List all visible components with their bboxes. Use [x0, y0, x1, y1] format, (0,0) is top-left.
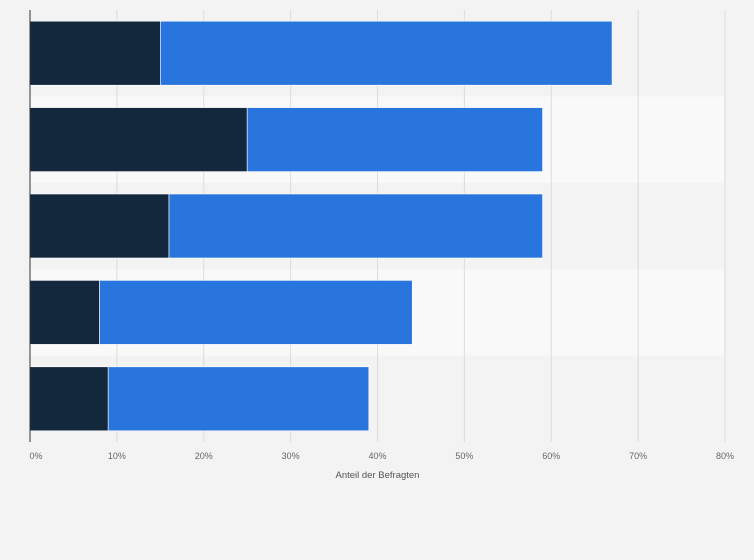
bar-segment-series-2	[107, 366, 370, 432]
bar-segment-series-2	[99, 280, 413, 345]
x-axis-title: Anteil der Befragten	[336, 470, 420, 481]
x-tick-label: 10%	[108, 451, 126, 461]
x-tick-label: 60%	[542, 451, 560, 461]
x-tick-label: 0%	[29, 451, 42, 461]
bar-segment-series-1	[29, 193, 170, 259]
bars	[29, 20, 613, 432]
bar-segment-series-1	[29, 107, 248, 172]
x-tick-label: 20%	[195, 451, 213, 461]
bar-segment-series-1	[29, 280, 100, 345]
bar-segment-series-2	[160, 20, 613, 86]
x-axis-ticks: 0% 10% 20% 30% 40% 50% 60% 70% 80%	[29, 451, 734, 461]
x-tick-label: 70%	[629, 451, 647, 461]
x-tick-label: 30%	[282, 451, 300, 461]
x-tick-label: 80%	[716, 451, 734, 461]
x-tick-label: 50%	[455, 451, 473, 461]
bar-segment-series-2	[246, 107, 543, 172]
bar-segment-series-1	[29, 20, 161, 86]
x-tick-label: 40%	[368, 451, 386, 461]
bar-segment-series-2	[168, 193, 543, 259]
bar-segment-series-1	[29, 366, 109, 432]
